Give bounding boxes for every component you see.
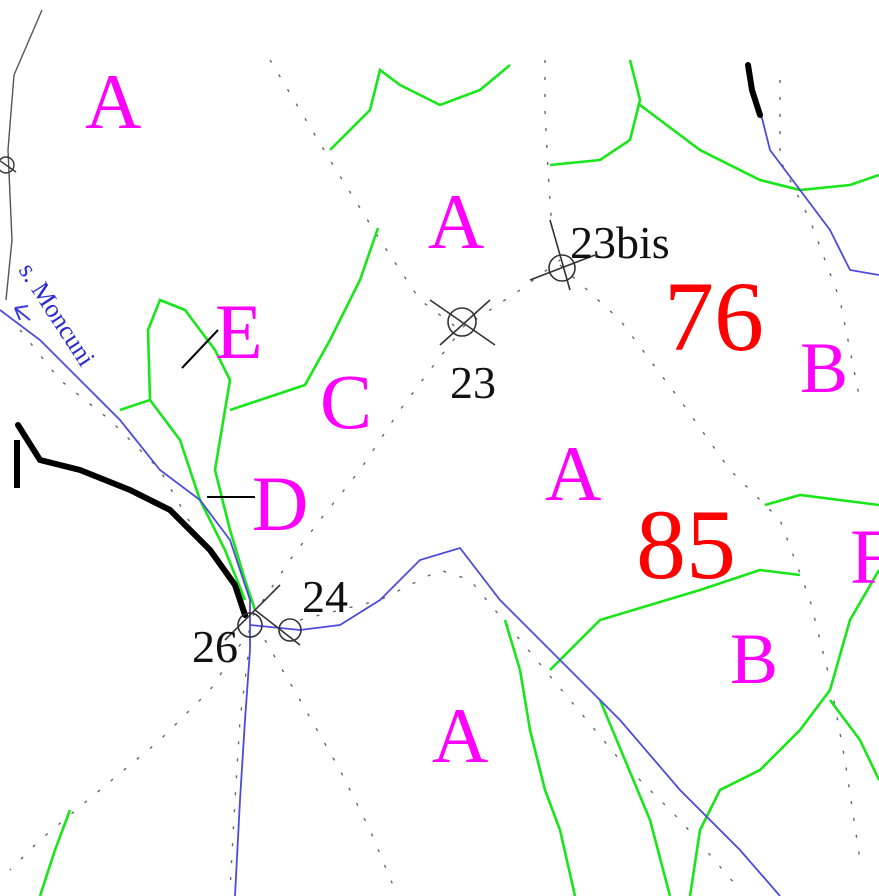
black-road-top-right: [745, 62, 763, 118]
gray-boundary-line: [5, 9, 43, 301]
survey-marker-top-left: [0, 156, 17, 174]
point-label-23bis: 23bis: [570, 217, 670, 268]
pointer-arrow-E: [181, 329, 219, 369]
point-label-23: 23: [450, 357, 496, 408]
zone-label-A-upper-center: A: [428, 178, 484, 265]
point-label-26: 26: [192, 621, 238, 672]
river-line: [0, 309, 251, 896]
zone-label-F: F: [850, 513, 879, 600]
green-boundary-right-4: [828, 699, 879, 781]
river-arrow: [14, 305, 31, 321]
green-boundary-bottom-1: [503, 619, 577, 896]
dashed-boundary-10: [299, 569, 741, 891]
zone-label-B-lower-right: B: [730, 619, 778, 699]
green-boundary-right-1: [764, 493, 879, 507]
point-label-24: 24: [302, 571, 348, 622]
green-boundary-E-loop: [119, 298, 257, 611]
dashed-boundary-7: [9, 629, 251, 871]
river-line-top-right: [759, 109, 879, 276]
zone-label-B-right: B: [800, 328, 848, 408]
dashed-boundary-9: [229, 639, 251, 891]
green-boundary-bottom-left: [38, 809, 72, 896]
dashed-boundary-5: [544, 60, 553, 231]
black-road-left-edge: [14, 440, 20, 488]
green-boundary-E-inner: [148, 399, 247, 601]
survey-marker-24-26: [224, 584, 302, 646]
river-line-east: [249, 546, 781, 896]
zone-label-D: D: [252, 460, 308, 547]
zone-label-E: E: [215, 288, 263, 375]
dashed-boundary-6: [779, 80, 861, 401]
green-boundary-C: [229, 227, 380, 412]
green-boundary-top: [329, 64, 511, 151]
zone-label-A-center: A: [545, 430, 601, 517]
river-label: s. Moncuni: [13, 257, 101, 371]
dashed-boundary-3: [474, 259, 561, 321]
parcel-number-76: 76: [664, 261, 764, 372]
dashed-boundary-8: [264, 639, 396, 891]
zone-label-A-bottom: A: [432, 692, 488, 779]
zone-label-C: C: [320, 358, 372, 445]
survey-marker-23: [429, 299, 496, 346]
green-boundary-top-right: [549, 59, 879, 192]
parcel-number-85: 85: [636, 489, 736, 600]
green-boundary-right-2: [549, 568, 801, 671]
zone-label-A-top-left: A: [85, 58, 141, 145]
black-road: [15, 422, 248, 618]
green-boundary-bottom-2: [598, 699, 672, 896]
survey-marker-23bis: [529, 219, 596, 291]
green-boundary-right-3: [688, 569, 879, 896]
